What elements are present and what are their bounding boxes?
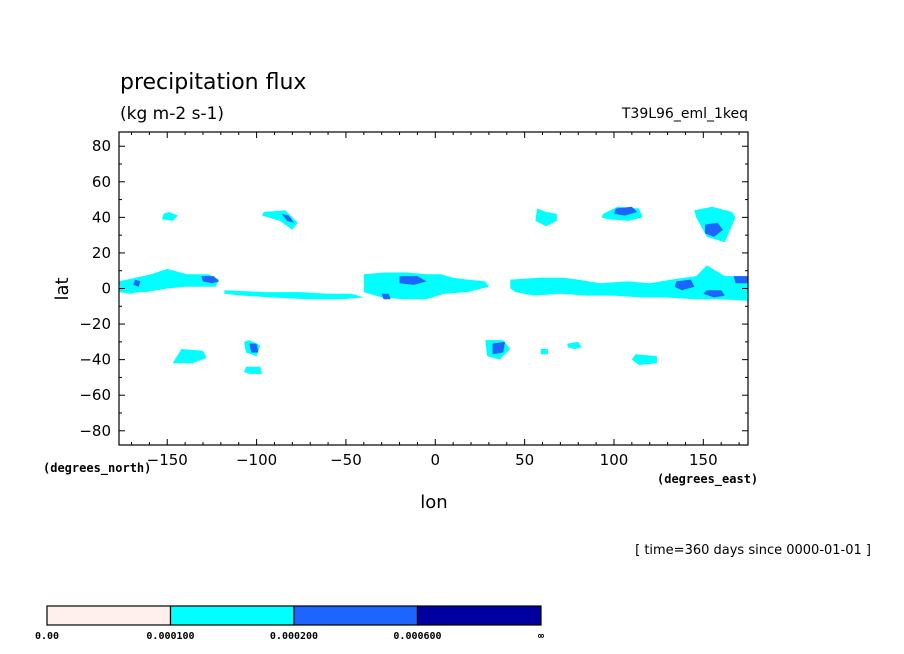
contour-region-level-1 (535, 208, 557, 227)
contour-region-level-1 (363, 272, 489, 300)
contour-region-level-2 (674, 279, 695, 291)
contour-region-level-2 (133, 279, 141, 287)
x-unit-label: (degrees_east) (657, 472, 758, 487)
colorbar: 0.00 0.000100 0.000200 0.000600 ∞ (35, 605, 544, 642)
contour-region-level-2 (281, 213, 295, 223)
y-tick-label: 40 (92, 208, 111, 226)
x-axis-label: lon (420, 492, 447, 513)
contour-region-level-1 (224, 290, 364, 300)
y-tick-label: 60 (92, 173, 111, 191)
contour-layer (119, 206, 748, 374)
y-unit-label: (degrees_north) (43, 461, 151, 476)
y-tick-label: −40 (79, 351, 111, 369)
contour-region-level-2 (703, 290, 725, 298)
colorbar-level-label: ∞ (538, 631, 544, 642)
x-tick-label: 150 (689, 451, 718, 469)
contour-region-level-1 (172, 349, 207, 364)
contour-region-level-2 (614, 206, 638, 216)
chart-units: (kg m-2 s-1) (120, 104, 224, 124)
contour-region-level-1 (631, 354, 657, 365)
colorbar-level-label: 0.000200 (270, 631, 318, 642)
contour-region-level-2 (705, 222, 723, 237)
contour-region-level-1 (244, 366, 262, 374)
x-tick-label: 50 (515, 451, 534, 469)
contour-region-level-2 (733, 276, 748, 284)
x-tick-label: 0 (431, 451, 441, 469)
contour-region-level-2 (249, 343, 259, 353)
axis-ticks: −150 −100 −50 0 50 100 150 80 60 40 20 0 −20 −40 −60 −8… (79, 132, 748, 469)
contour-region-level-1 (540, 349, 548, 355)
contour-region-level-1 (262, 210, 298, 230)
contour-region-level-2 (201, 276, 220, 284)
contour-region-level-2 (381, 293, 391, 300)
chart-title: precipitation flux (120, 70, 306, 95)
contour-region-level-2 (399, 276, 427, 285)
x-tick-label: 100 (600, 451, 629, 469)
y-tick-label: −80 (79, 422, 111, 440)
x-tick-label: −50 (330, 451, 362, 469)
y-tick-label: 0 (101, 280, 111, 298)
colorbar-swatch (416, 605, 542, 626)
run-label: T39L96_eml_1keq (621, 106, 748, 122)
y-tick-label: −60 (79, 386, 111, 404)
time-label: [ time=360 days since 0000-01-01 ] (635, 543, 871, 558)
colorbar-swatch (293, 605, 419, 626)
contour-region-level-1 (119, 281, 150, 294)
colorbar-swatch (169, 605, 295, 626)
y-tick-label: −20 (79, 315, 111, 333)
contour-region-level-1 (161, 212, 178, 221)
contour-region-level-1 (510, 265, 748, 301)
contour-region-level-2 (492, 341, 505, 355)
contour-region-level-1 (567, 341, 582, 349)
y-tick-label: 20 (92, 244, 111, 262)
y-axis-label: lat (52, 277, 73, 300)
colorbar-level-label: 0.00 (35, 631, 59, 642)
x-tick-label: −150 (147, 451, 188, 469)
y-tick-label: 80 (92, 137, 111, 155)
colorbar-swatch (46, 605, 172, 626)
colorbar-level-label: 0.000100 (146, 631, 194, 642)
colorbar-level-label: 0.000600 (393, 631, 441, 642)
x-tick-label: −100 (236, 451, 277, 469)
